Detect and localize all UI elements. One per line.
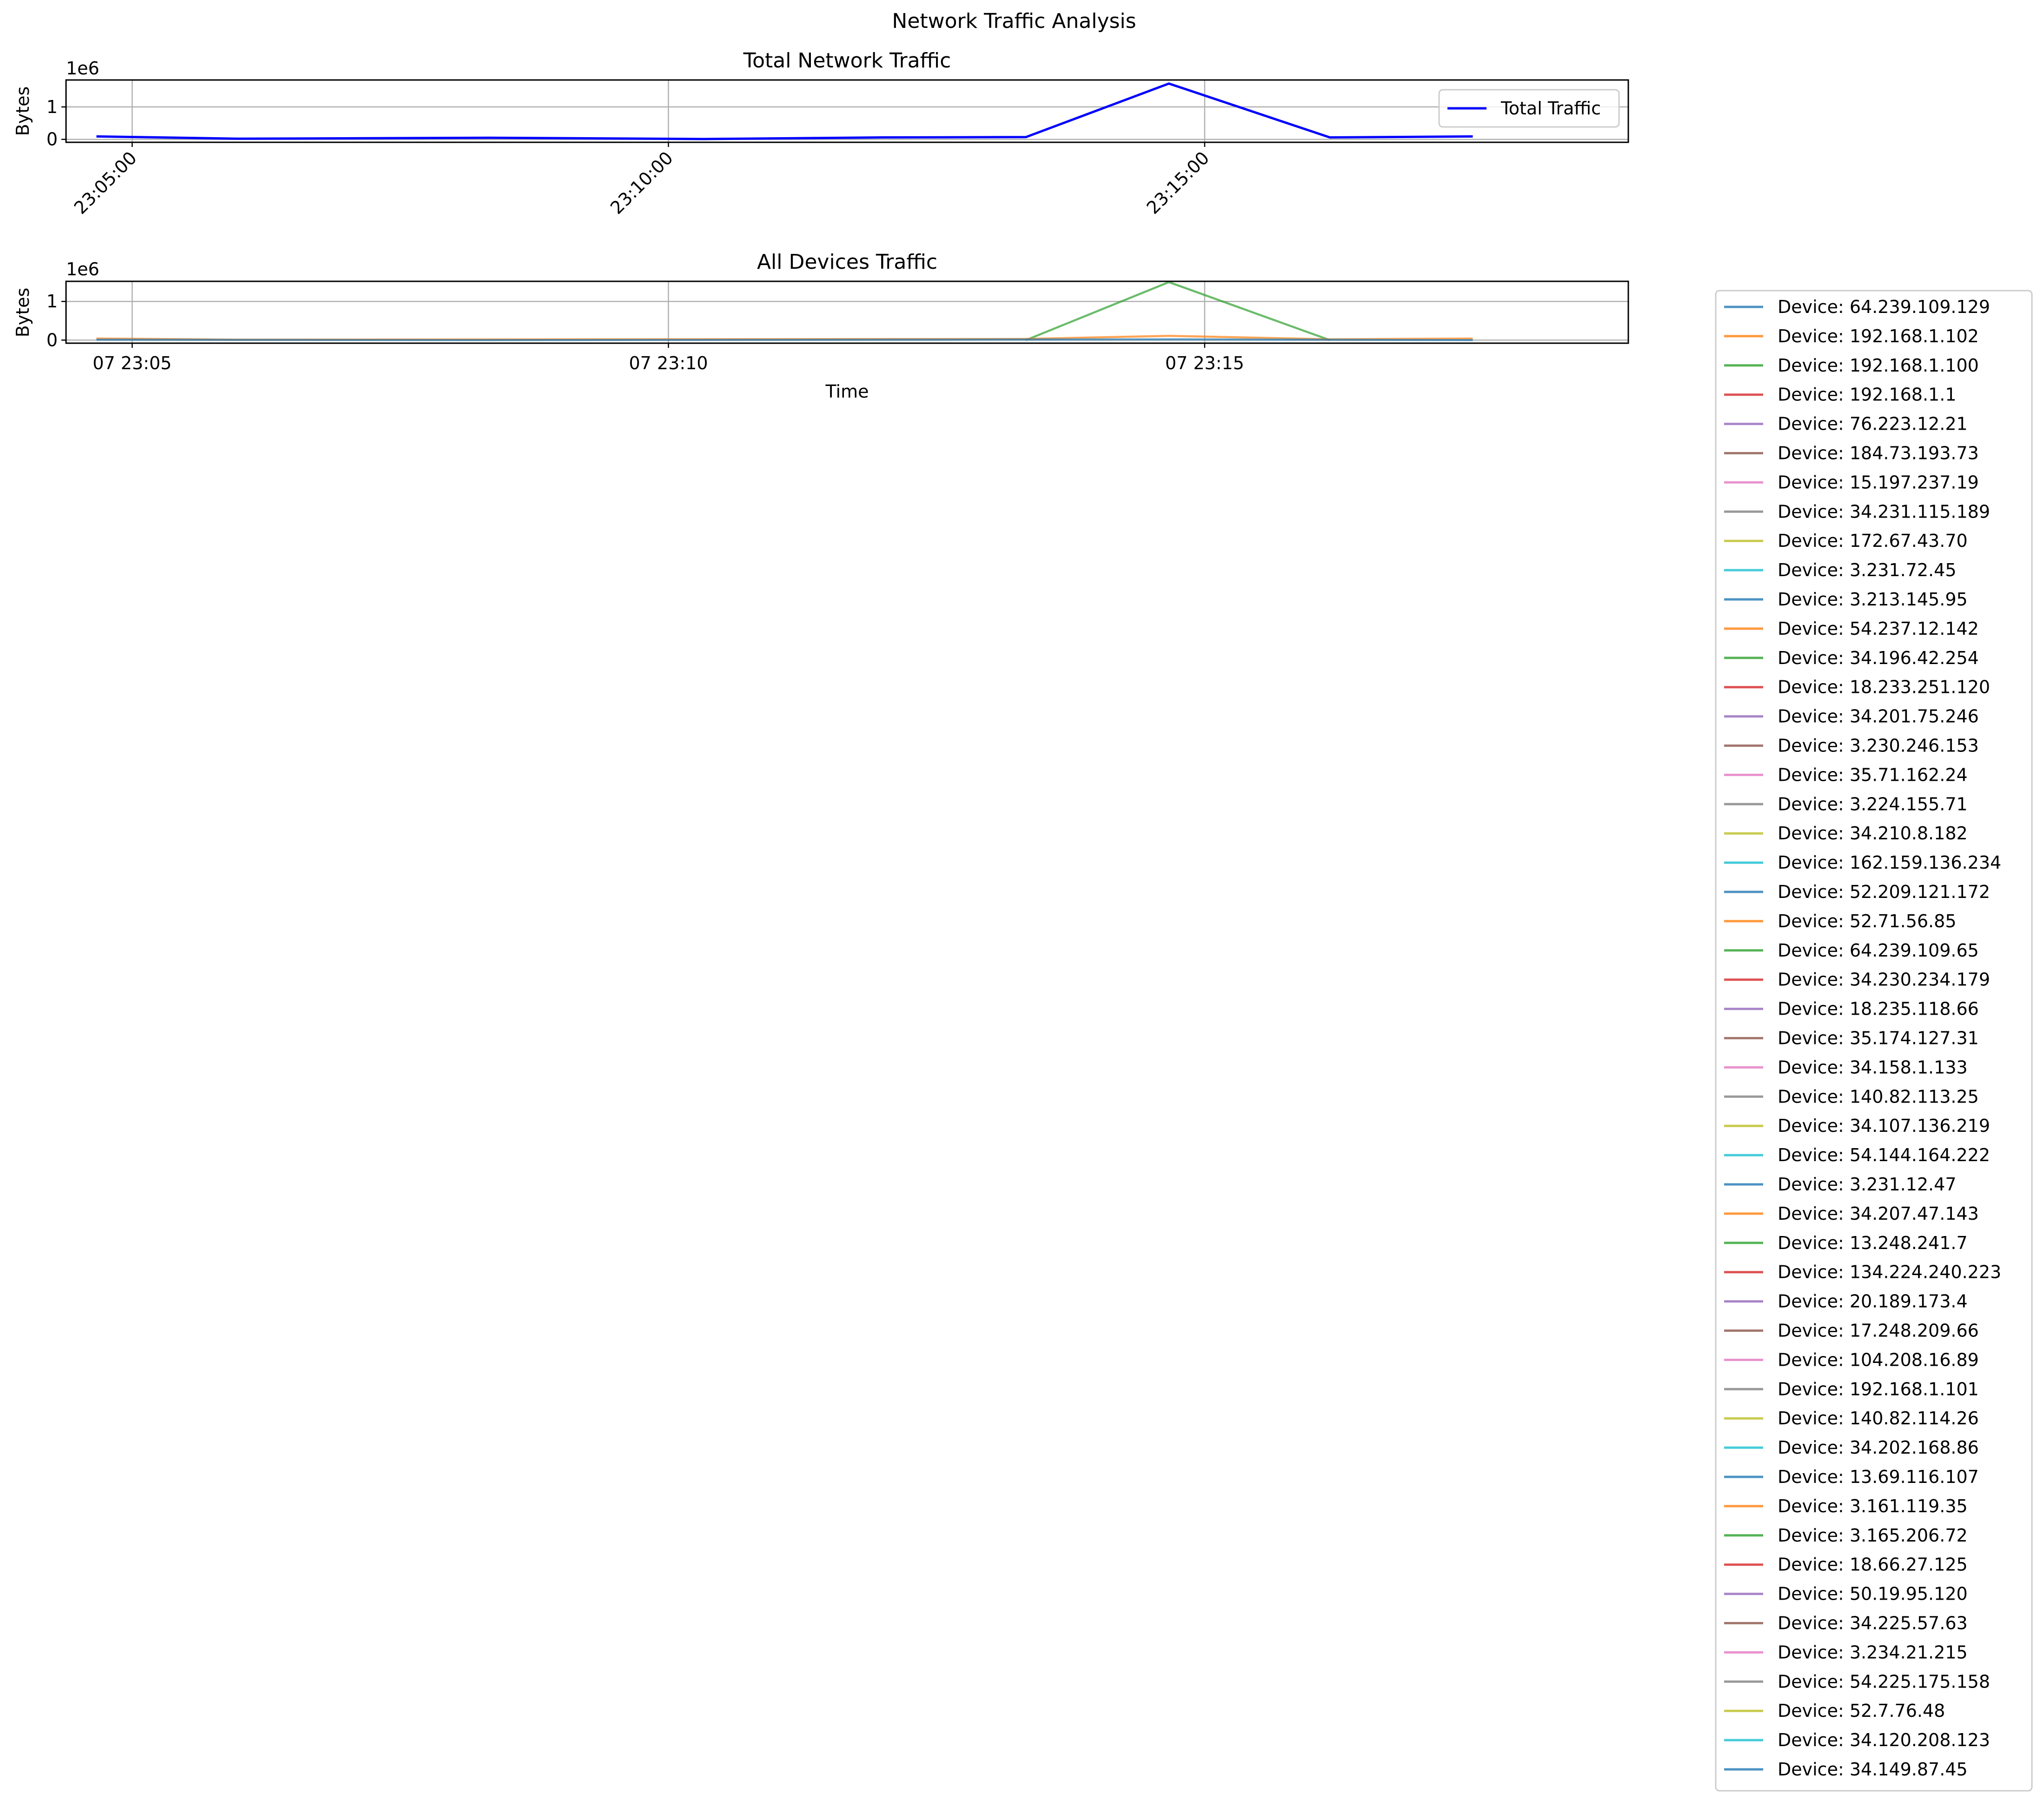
legend-label-device-104-208-16-89: Device: 104.208.16.89	[1778, 1349, 1979, 1370]
legend-label-device-54-225-175-158: Device: 54.225.175.158	[1778, 1671, 1990, 1692]
all-devices-y-ticks: 01	[46, 291, 66, 350]
all-devices-ylabel: Bytes	[13, 288, 33, 338]
y-tick-label: 0	[46, 330, 58, 350]
total-traffic-frame	[65, 79, 1629, 143]
all-devices-x-ticks: 07 23:05 07 23:10 07 23:15	[93, 343, 1244, 373]
legend-label-device-17-248-209-66: Device: 17.248.209.66	[1778, 1321, 1979, 1341]
all-devices-lines	[96, 281, 1473, 341]
total-traffic-lines	[96, 82, 1473, 140]
total-traffic-title: Total Network Traffic	[743, 49, 951, 73]
legend-label-device-15-197-237-19: Device: 15.197.237.19	[1778, 472, 1979, 492]
legend-label-device-184-73-193-73: Device: 184.73.193.73	[1778, 443, 1979, 464]
legend-label-device-52-71-56-85: Device: 52.71.56.85	[1778, 911, 1957, 931]
x-tick-label: 07 23:05	[93, 353, 172, 373]
device-legend-frame	[1715, 290, 2033, 1792]
legend-label-device-3-161-119-35: Device: 3.161.119.35	[1778, 1496, 1968, 1516]
figure-suptitle: Network Traffic Analysis	[892, 9, 1136, 33]
all-devices-xlabel: Time	[825, 381, 869, 402]
all-devices-title: All Devices Traffic	[757, 250, 937, 274]
legend-label-device-52-209-121-172: Device: 52.209.121.172	[1778, 882, 1990, 902]
legend-label-device-18-235-118-66: Device: 18.235.118.66	[1778, 999, 1979, 1019]
legend-label-device-34-149-87-45: Device: 34.149.87.45	[1778, 1759, 1968, 1780]
legend-label-device-64-239-109-65: Device: 64.239.109.65	[1778, 940, 1979, 961]
legend-label-device-134-224-240-223: Device: 134.224.240.223	[1778, 1262, 2001, 1283]
legend-label-device-64-239-109-129: Device: 64.239.109.129	[1778, 297, 1990, 317]
legend-label-device-20-189-173-4: Device: 20.189.173.4	[1778, 1291, 1968, 1312]
all-devices-offset-label: 1e6	[66, 259, 100, 279]
legend-label-device-192-168-1-100: Device: 192.168.1.100	[1778, 355, 1979, 376]
y-tick-label: 0	[46, 129, 58, 150]
y-tick-label: 1	[46, 291, 58, 312]
legend-label-device-13-248-241-7: Device: 13.248.241.7	[1778, 1233, 1968, 1253]
legend-label-device-54-237-12-142: Device: 54.237.12.142	[1778, 618, 1979, 639]
legend-label-device-50-19-95-120: Device: 50.19.95.120	[1778, 1584, 1968, 1604]
legend-label-device-34-201-75-246: Device: 34.201.75.246	[1778, 706, 1979, 727]
legend-label-device-35-174-127-31: Device: 35.174.127.31	[1778, 1028, 1979, 1049]
legend-label-device-3-224-155-71: Device: 3.224.155.71	[1778, 794, 1968, 814]
legend-label-device-3-234-21-215: Device: 3.234.21.215	[1778, 1642, 1968, 1662]
series-line-device-192-168-1-100	[1025, 281, 1330, 341]
total-traffic-legend: Total Traffic	[1438, 89, 1620, 128]
legend-label-device-3-231-12-47: Device: 3.231.12.47	[1778, 1174, 1957, 1195]
total-traffic-y-ticks: 01	[46, 97, 66, 150]
legend-label-device-162-159-136-234: Device: 162.159.136.234	[1778, 852, 2001, 873]
legend-label-device-34-225-57-63: Device: 34.225.57.63	[1778, 1613, 1968, 1634]
legend-label-device-34-158-1-133: Device: 34.158.1.133	[1778, 1057, 1968, 1077]
total-traffic-ylabel: Bytes	[13, 86, 33, 136]
legend-label-device-34-230-234-179: Device: 34.230.234.179	[1778, 970, 1990, 990]
legend-label-device-18-233-251-120: Device: 18.233.251.120	[1778, 677, 1990, 698]
legend-label-device-35-71-162-24: Device: 35.71.162.24	[1778, 764, 1968, 785]
legend-label-device-34-202-168-86: Device: 34.202.168.86	[1778, 1437, 1979, 1458]
legend-label-device-34-210-8-182: Device: 34.210.8.182	[1778, 823, 1968, 844]
legend-label-device-192-168-1-1: Device: 192.168.1.1	[1778, 385, 1957, 405]
legend-label-device-18-66-27-125: Device: 18.66.27.125	[1778, 1555, 1968, 1575]
total-traffic-offset-label: 1e6	[66, 58, 100, 79]
legend-label-device-52-7-76-48: Device: 52.7.76.48	[1778, 1701, 1945, 1721]
legend-label-device-34-231-115-189: Device: 34.231.115.189	[1778, 501, 1990, 522]
legend-label-device-34-107-136-219: Device: 34.107.136.219	[1778, 1116, 1990, 1136]
legend-label-device-140-82-114-26: Device: 140.82.114.26	[1778, 1408, 1979, 1429]
legend-label-device-140-82-113-25: Device: 140.82.113.25	[1778, 1086, 1979, 1107]
legend-label-device-34-120-208-123: Device: 34.120.208.123	[1778, 1730, 1990, 1750]
legend-label-device-3-231-72-45: Device: 3.231.72.45	[1778, 560, 1957, 580]
device-legend: Device: 64.239.109.129 Device: 192.168.1.…	[1715, 290, 2033, 1792]
y-tick-label: 1	[46, 97, 58, 117]
legend-label-device-192-168-1-101: Device: 192.168.1.101	[1778, 1379, 1979, 1399]
legend-label-device-192-168-1-102: Device: 192.168.1.102	[1778, 326, 1979, 346]
series-line-total-traffic	[96, 82, 1473, 140]
legend-label-device-34-196-42-254: Device: 34.196.42.254	[1778, 648, 1979, 668]
legend-label-device-54-144-164-222: Device: 54.144.164.222	[1778, 1145, 1990, 1165]
legend-label-device-172-67-43-70: Device: 172.67.43.70	[1778, 531, 1968, 551]
legend-label-device-3-230-246-153: Device: 3.230.246.153	[1778, 736, 1979, 756]
legend-label-device-13-69-116-107: Device: 13.69.116.107	[1778, 1467, 1979, 1487]
legend-label-device-3-213-145-95: Device: 3.213.145.95	[1778, 589, 1968, 610]
legend-label-device-76-223-12-21: Device: 76.223.12.21	[1778, 414, 1968, 434]
series-line-device-64-239-109-129	[96, 338, 1473, 341]
x-tick-label: 07 23:15	[1165, 353, 1244, 373]
legend-label-total-traffic: Total Traffic	[1500, 98, 1601, 119]
legend-label-device-34-207-47-143: Device: 34.207.47.143	[1778, 1203, 1979, 1224]
x-tick-label: 07 23:10	[629, 353, 708, 373]
all-devices-axes: All Devices Traffic 07 23:05 07 23:10 07 2…	[13, 250, 1629, 402]
all-devices-frame	[65, 280, 1629, 344]
legend-label-device-3-165-206-72: Device: 3.165.206.72	[1778, 1525, 1968, 1546]
